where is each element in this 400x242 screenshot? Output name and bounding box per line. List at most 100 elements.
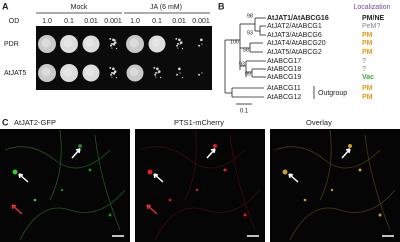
micrograph <box>0 129 130 242</box>
localization: PM <box>362 40 373 47</box>
bootstrap-value: 99 <box>245 71 251 77</box>
leaf-name: AtABCG12 <box>267 94 301 101</box>
colony-texture <box>85 67 95 77</box>
colony <box>113 39 116 42</box>
colony-texture <box>41 67 51 77</box>
cell-outline <box>274 146 381 169</box>
organelle <box>213 144 217 148</box>
condition-label: JA (6 mM) <box>150 4 182 11</box>
colony <box>111 42 113 45</box>
leaf-name: AtJAT1/AtABCG16 <box>267 15 329 22</box>
cell-outline <box>319 129 332 201</box>
arrow <box>18 173 29 183</box>
panel-label: C <box>2 117 9 127</box>
colony <box>111 71 113 74</box>
organelle <box>243 213 247 217</box>
colony-texture <box>129 67 139 77</box>
colony <box>177 47 179 49</box>
row-label: PDR <box>4 41 19 48</box>
row-label: AtJAT5 <box>4 70 27 77</box>
localization: PeM? <box>362 23 380 30</box>
colony <box>201 43 203 45</box>
arrow <box>11 204 23 215</box>
panel-label: B <box>218 1 225 11</box>
arrow <box>206 148 216 159</box>
plate-image <box>36 26 212 90</box>
colony <box>156 67 159 71</box>
outgroup-label: Outgroup <box>318 90 347 97</box>
cell-outline <box>49 129 62 201</box>
cell-outline <box>139 146 246 169</box>
panel-label: A <box>2 1 9 11</box>
od-value: 1.0 <box>42 18 52 25</box>
colony <box>111 47 113 49</box>
image-label: Overlay <box>306 118 332 127</box>
cell-outline <box>364 134 391 231</box>
colony <box>109 44 112 46</box>
arrow <box>153 173 164 183</box>
organelle <box>195 188 199 192</box>
image-label: PTS1-mCherry <box>174 118 224 127</box>
localization: ? <box>362 66 366 73</box>
organelle <box>88 168 92 172</box>
colony-texture <box>85 38 95 48</box>
colony <box>179 41 183 44</box>
leaf-name: AtJAT2/AtABCG1 <box>267 23 322 30</box>
colony <box>112 72 116 75</box>
cell-outline <box>229 134 256 231</box>
cell-outline <box>19 189 126 241</box>
phylogenetic-tree <box>224 17 315 105</box>
colony <box>201 72 203 74</box>
cell-outline <box>289 189 396 241</box>
colony <box>157 72 159 74</box>
organelle <box>60 188 64 192</box>
od-value: 0.1 <box>152 18 162 25</box>
localization: Vac <box>362 74 374 81</box>
bootstrap-value: 98 <box>247 13 253 19</box>
colony-texture <box>129 38 139 48</box>
colony <box>175 37 178 40</box>
organelle <box>378 213 382 217</box>
colony <box>155 71 157 74</box>
colony <box>177 42 179 45</box>
colony-texture <box>63 67 73 77</box>
organelle <box>348 144 352 148</box>
colony <box>112 67 115 71</box>
od-value: 0.001 <box>104 18 122 25</box>
colony <box>181 48 184 50</box>
organelle <box>108 213 112 217</box>
colony <box>109 37 112 40</box>
bootstrap-value: 93 <box>239 61 245 67</box>
arrow <box>71 148 81 159</box>
organelle <box>168 198 172 202</box>
scale-label: 0.1 <box>240 109 249 115</box>
localization: PM <box>362 94 373 101</box>
colony <box>112 43 116 46</box>
colony <box>200 38 203 42</box>
colony-texture <box>63 38 73 48</box>
localization: PM <box>362 85 373 92</box>
leaf-name: AtJAT5/AtABCG2 <box>267 49 322 56</box>
arrow <box>288 173 299 183</box>
colony <box>115 77 118 79</box>
colony <box>178 67 181 71</box>
localization-header: Localization <box>354 4 391 11</box>
colony <box>179 72 181 74</box>
arrow <box>341 148 351 159</box>
organelle <box>282 169 288 175</box>
od-value: 0.001 <box>192 18 210 25</box>
colony <box>154 73 157 76</box>
colony <box>111 76 113 78</box>
localization: PM <box>362 49 373 56</box>
od-value: 0.01 <box>84 18 98 25</box>
organelle <box>223 168 227 172</box>
colony <box>181 77 184 79</box>
colony <box>110 73 113 76</box>
cell-outline <box>94 134 121 231</box>
colony <box>115 48 118 50</box>
cell-outline <box>184 129 197 201</box>
organelle <box>12 169 18 175</box>
colony <box>155 76 157 78</box>
colony <box>178 38 181 42</box>
